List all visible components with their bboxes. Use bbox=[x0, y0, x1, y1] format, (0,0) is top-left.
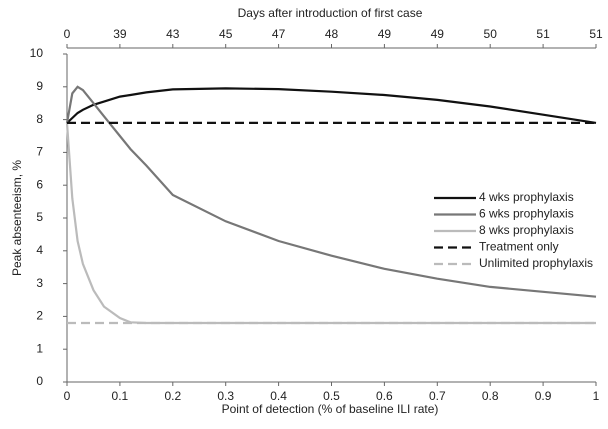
x2-tick-label: 51 bbox=[536, 27, 550, 41]
x2-axis-title: Days after introduction of first case bbox=[238, 6, 423, 20]
y-tick-label: 9 bbox=[36, 79, 43, 93]
x-tick-label: 0.6 bbox=[376, 389, 393, 403]
y-tick-label: 6 bbox=[36, 177, 43, 191]
x-tick-label: 0.2 bbox=[164, 389, 181, 403]
x-tick-label: 0.8 bbox=[482, 389, 499, 403]
y-tick-label: 8 bbox=[36, 112, 43, 126]
x-tick-label: 0.9 bbox=[535, 389, 552, 403]
x-tick-label: 0.3 bbox=[217, 389, 234, 403]
y-tick-label: 7 bbox=[36, 145, 43, 159]
x-tick-label: 0.4 bbox=[270, 389, 287, 403]
legend-label: 8 wks prophylaxis bbox=[479, 223, 574, 237]
x2-tick-label: 43 bbox=[166, 27, 180, 41]
x-tick-label: 0.5 bbox=[323, 389, 340, 403]
series-line bbox=[65, 85, 597, 298]
x2-tick-label: 50 bbox=[484, 27, 498, 41]
y-axis-title: Peak absenteeism, % bbox=[10, 160, 24, 276]
x2-tick-label: 49 bbox=[431, 27, 445, 41]
y-tick-label: 4 bbox=[36, 243, 43, 257]
x-tick-label: 0.7 bbox=[429, 389, 446, 403]
y-tick-label: 1 bbox=[36, 341, 43, 355]
y-tick-label: 10 bbox=[30, 46, 44, 60]
x-axis-title: Point of detection (% of baseline ILI ra… bbox=[222, 402, 439, 416]
x2-tick-label: 47 bbox=[272, 27, 286, 41]
legend-label: Treatment only bbox=[479, 240, 559, 254]
legend-label: 4 wks prophylaxis bbox=[479, 190, 574, 204]
y-tick-label: 3 bbox=[36, 276, 43, 290]
x-tick-label: 1 bbox=[593, 389, 600, 403]
y-tick-label: 0 bbox=[36, 374, 43, 388]
x-tick-label: 0 bbox=[64, 389, 71, 403]
x-tick-label: 0.1 bbox=[112, 389, 129, 403]
x2-tick-label: 49 bbox=[378, 27, 392, 41]
legend-label: Unlimited prophylaxis bbox=[479, 256, 593, 270]
x2-tick-label: 45 bbox=[219, 27, 233, 41]
legend-label: 6 wks prophylaxis bbox=[479, 207, 574, 221]
x2-tick-label: 51 bbox=[589, 27, 603, 41]
x2-tick-label: 0 bbox=[64, 27, 71, 41]
series-line bbox=[66, 87, 597, 124]
y-tick-label: 5 bbox=[36, 210, 43, 224]
y-tick-label: 2 bbox=[36, 309, 43, 323]
x2-tick-label: 39 bbox=[113, 27, 127, 41]
x2-tick-label: 48 bbox=[325, 27, 339, 41]
